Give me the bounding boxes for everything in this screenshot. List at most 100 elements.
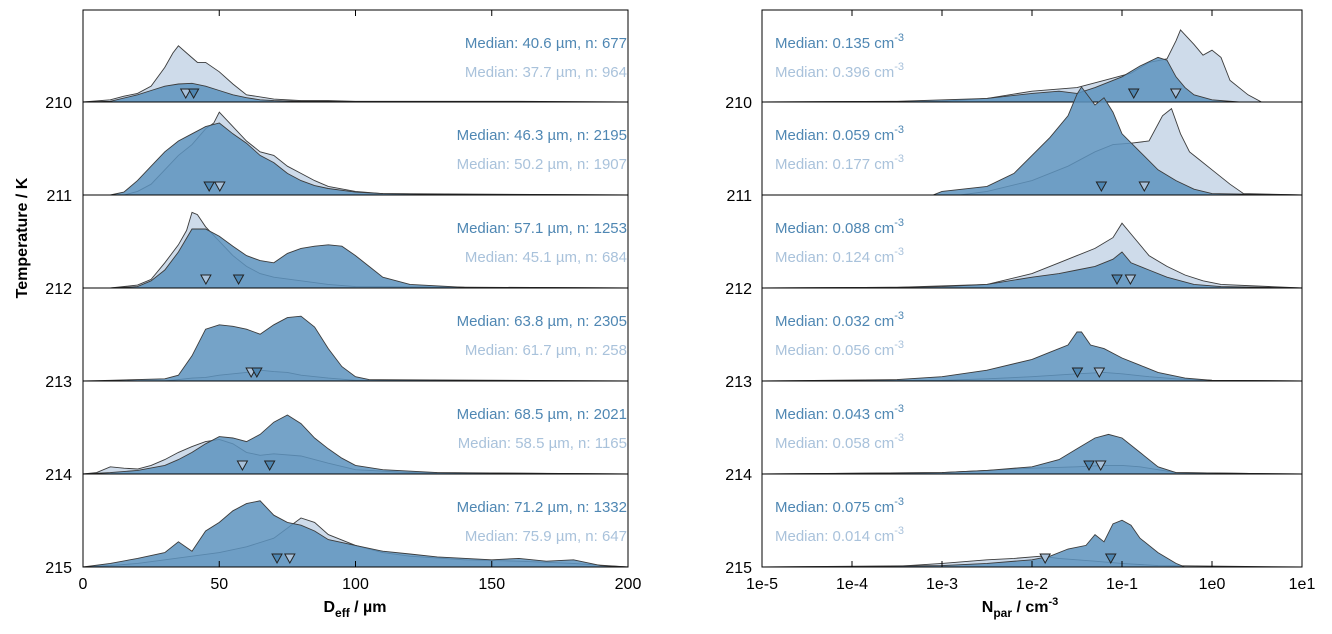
light-median-marker xyxy=(1093,367,1106,379)
light-median-annotation: Median: 0.177 cm-3 xyxy=(775,153,904,173)
dark-median-marker xyxy=(1127,88,1140,100)
dark-median-marker xyxy=(232,274,245,286)
light-median-marker xyxy=(236,460,249,472)
light-median-marker xyxy=(1094,460,1107,472)
dark-median-marker xyxy=(251,367,263,379)
light-median-marker xyxy=(283,553,296,565)
panel-4: Median: 0.032 cm-3 Median: 0.056 cm-3 xyxy=(761,310,1303,382)
x-tick-label: 0 xyxy=(79,576,88,593)
dark-median-marker xyxy=(203,181,216,193)
temperature-label: 212 xyxy=(45,281,72,298)
dark-distribution xyxy=(761,251,1303,289)
dark-median-annotation: Median: 0.059 cm-3 xyxy=(775,124,904,144)
panel-6: Median: 0.075 cm-3 Median: 0.014 cm-3 xyxy=(761,496,1303,568)
light-median-annotation: Median: 50.2 µm, n: 1907 xyxy=(457,156,627,173)
right-x-axis-label: Npar / cm-3 xyxy=(982,596,1059,620)
dark-distribution xyxy=(83,122,629,196)
panel-2: Median: 46.3 µm, n: 2195 Median: 50.2 µm,… xyxy=(83,111,629,196)
temperature-label: 210 xyxy=(45,95,72,112)
x-tick-label: 150 xyxy=(478,576,505,593)
light-median-annotation: Median: 61.7 µm, n: 258 xyxy=(465,342,627,359)
temperature-label: 213 xyxy=(725,374,752,391)
light-median-annotation: Median: 37.7 µm, n: 964 xyxy=(465,64,627,81)
panel-2: Median: 0.059 cm-3 Median: 0.177 cm-3 xyxy=(762,86,1303,196)
panel-1: Median: 0.135 cm-3 Median: 0.396 cm-3 xyxy=(761,29,1302,103)
light-median-annotation: Median: 0.396 cm-3 xyxy=(775,61,904,81)
dark-median-annotation: Median: 0.032 cm-3 xyxy=(775,310,904,330)
light-median-marker xyxy=(1124,274,1137,286)
dark-median-marker xyxy=(1083,460,1095,472)
x-tick-label: 100 xyxy=(342,576,369,593)
dark-distribution xyxy=(761,519,1302,568)
x-tick-label: 1e1 xyxy=(1289,576,1316,593)
dark-median-annotation: Median: 57.1 µm, n: 1253 xyxy=(457,220,627,237)
dark-median-annotation: Median: 0.135 cm-3 xyxy=(775,32,904,52)
light-median-marker xyxy=(1039,553,1051,565)
dark-median-annotation: Median: 0.088 cm-3 xyxy=(775,217,904,237)
dark-median-marker xyxy=(1095,181,1108,193)
dark-distribution xyxy=(761,331,1303,382)
dark-distribution xyxy=(82,414,629,475)
dark-median-annotation: Median: 68.5 µm, n: 2021 xyxy=(457,406,627,423)
temperature-label: 212 xyxy=(725,281,752,298)
dark-distribution xyxy=(762,86,1303,196)
panel-4: Median: 63.8 µm, n: 2305 Median: 61.7 µm,… xyxy=(82,313,629,382)
dark-distribution xyxy=(761,433,1303,475)
x-tick-label: 1e-3 xyxy=(926,576,958,593)
dark-distribution xyxy=(761,56,1302,103)
temperature-label: 214 xyxy=(725,467,752,484)
light-median-annotation: Median: 0.058 cm-3 xyxy=(775,432,904,452)
light-median-marker xyxy=(1169,88,1182,100)
dark-median-annotation: Median: 40.6 µm, n: 677 xyxy=(465,35,627,52)
light-median-annotation: Median: 0.056 cm-3 xyxy=(775,339,904,359)
panel-1: Median: 40.6 µm, n: 677 Median: 37.7 µm, … xyxy=(82,35,629,103)
light-median-annotation: Median: 0.014 cm-3 xyxy=(775,525,904,545)
dark-median-annotation: Median: 46.3 µm, n: 2195 xyxy=(457,127,627,144)
x-tick-label: 1e0 xyxy=(1199,576,1226,593)
light-distribution xyxy=(761,222,1303,289)
light-median-marker xyxy=(1138,181,1151,193)
temperature-label: 215 xyxy=(45,560,72,577)
panel-3: Median: 0.088 cm-3 Median: 0.124 cm-3 xyxy=(761,217,1303,289)
temperature-label: 211 xyxy=(46,188,72,205)
dark-median-annotation: Median: 71.2 µm, n: 1332 xyxy=(457,499,627,516)
x-tick-label: 200 xyxy=(615,576,642,593)
dark-distribution xyxy=(82,315,629,382)
panel-5: Median: 0.043 cm-3 Median: 0.058 cm-3 xyxy=(761,403,1303,475)
temperature-label: 213 xyxy=(45,374,72,391)
dark-median-marker xyxy=(1111,274,1123,286)
x-tick-label: 1e-1 xyxy=(1106,576,1138,593)
x-tick-label: 1e-5 xyxy=(746,576,778,593)
x-tick-label: 1e-4 xyxy=(836,576,868,593)
dark-distribution xyxy=(82,500,629,568)
temperature-label: 214 xyxy=(45,467,72,484)
dark-median-marker xyxy=(1104,553,1117,565)
panel-5: Median: 68.5 µm, n: 2021 Median: 58.5 µm,… xyxy=(82,406,629,475)
dark-median-annotation: Median: 63.8 µm, n: 2305 xyxy=(457,313,627,330)
dark-median-marker xyxy=(271,553,283,565)
light-median-annotation: Median: 45.1 µm, n: 684 xyxy=(465,249,627,266)
dark-median-annotation: Median: 0.075 cm-3 xyxy=(775,496,904,516)
dark-median-annotation: Median: 0.043 cm-3 xyxy=(775,403,904,423)
dark-median-marker xyxy=(263,460,276,472)
x-tick-label: 1e-2 xyxy=(1016,576,1048,593)
x-tick-label: 50 xyxy=(210,576,228,593)
light-median-marker xyxy=(179,88,192,100)
temperature-label: 210 xyxy=(725,95,752,112)
temperature-label: 215 xyxy=(725,560,752,577)
light-median-annotation: Median: 0.124 cm-3 xyxy=(775,246,904,266)
y-axis-label: Temperature / K xyxy=(14,177,31,298)
temperature-label: 211 xyxy=(726,188,752,205)
left-chart-d-eff: Median: 40.6 µm, n: 677 Median: 37.7 µm, … xyxy=(45,9,642,593)
panel-3: Median: 57.1 µm, n: 1253 Median: 45.1 µm,… xyxy=(83,211,629,289)
dark-distribution xyxy=(83,228,629,289)
panel-6: Median: 71.2 µm, n: 1332 Median: 75.9 µm,… xyxy=(82,499,629,568)
light-median-marker xyxy=(200,274,212,286)
left-x-axis-label: Deff / µm xyxy=(323,599,386,620)
light-median-marker xyxy=(213,181,226,193)
light-median-annotation: Median: 75.9 µm, n: 647 xyxy=(465,528,627,545)
dark-median-marker xyxy=(1071,367,1084,379)
light-median-annotation: Median: 58.5 µm, n: 1165 xyxy=(458,435,627,452)
